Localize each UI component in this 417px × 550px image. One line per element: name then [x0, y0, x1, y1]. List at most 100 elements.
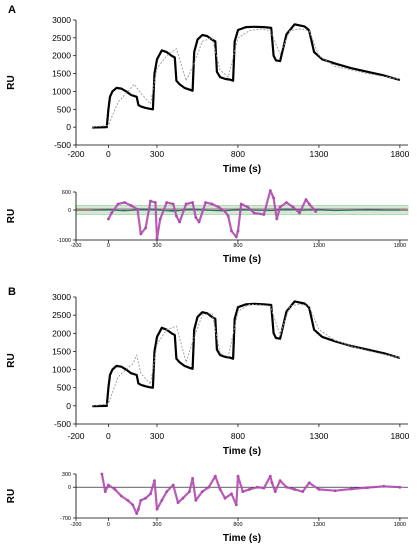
residual-point [139, 499, 143, 502]
residual-point [262, 213, 266, 216]
x-tick-label: 1300 [309, 431, 328, 441]
residual-point [160, 499, 164, 502]
x-tick-label: 1300 [309, 149, 328, 159]
y-axis-title: RU [6, 75, 17, 89]
y-tick-label: 3000 [52, 292, 71, 302]
residual-point [144, 226, 148, 230]
residual-point [178, 220, 182, 224]
residual-point [285, 485, 288, 489]
residual-point [298, 211, 301, 215]
residual-point [275, 217, 279, 221]
x-tick-label: 300 [150, 431, 164, 441]
panel-label-a: A [8, 4, 16, 16]
x-tick-label: 800 [233, 243, 242, 249]
residual-point [268, 474, 272, 478]
panel-a-residuals: -1000 0 600 -200 0 300 800 1300 1800 Time (s) RU [6, 189, 409, 265]
residual-point [210, 202, 214, 206]
residual-point [197, 220, 201, 224]
y-axis-title: RU [6, 489, 17, 503]
x-tick-label: 1800 [390, 431, 409, 441]
residual-point [307, 481, 311, 485]
y-tick-label: -1000 [57, 238, 71, 244]
y-tick-label: 0 [66, 122, 71, 132]
residual-point [230, 229, 233, 233]
x-tick-label: 0 [107, 243, 110, 249]
residual-point [194, 499, 198, 502]
x-axis-title: Time (s) [223, 254, 261, 265]
x-tick-label: -200 [67, 431, 84, 441]
y-axis-title: RU [6, 209, 17, 223]
residual-point [107, 483, 110, 487]
x-tick-label: -200 [67, 149, 84, 159]
residual-point [239, 202, 243, 206]
residual-point [149, 492, 152, 496]
y-tick-label: 1500 [52, 69, 71, 79]
sensorgram-fit-line [92, 303, 400, 407]
y-tick-label: 1000 [52, 86, 71, 96]
residual-point [241, 490, 245, 493]
x-tick-label: 1300 [313, 522, 325, 528]
residual-point [135, 512, 139, 515]
panel-a-sensorgram: -500 0 500 1000 1500 2000 2500 3000 -200 0 300 800 1… [6, 15, 410, 175]
residual-point [131, 503, 135, 507]
residual-point [204, 201, 208, 204]
y-tick-label: -700 [60, 516, 71, 522]
residual-point [223, 496, 227, 500]
residual-point [317, 488, 321, 491]
residual-point [149, 199, 152, 203]
residual-point [129, 204, 133, 207]
x-axis-title: Time (s) [223, 533, 261, 544]
residual-point [301, 490, 305, 493]
y-tick-label: 2500 [52, 33, 71, 43]
residual-point [126, 499, 130, 502]
residual-point [139, 232, 143, 236]
residual-point [188, 490, 191, 493]
y-tick-label: 2500 [52, 310, 71, 320]
y-tick-label: 0 [68, 485, 71, 491]
x-tick-label: 800 [233, 522, 242, 528]
residual-point [200, 490, 204, 493]
y-tick-label: 1500 [52, 346, 71, 356]
x-tick-label: 1800 [390, 149, 409, 159]
residual-point [272, 196, 275, 200]
residual-point [136, 208, 139, 211]
residual-point [236, 474, 240, 478]
residual-point [273, 490, 277, 493]
residual-point [153, 479, 156, 482]
x-tick-label: 0 [106, 149, 111, 159]
x-tick-label: 1300 [313, 243, 325, 249]
x-tick-label: 300 [152, 522, 161, 528]
residual-point [175, 214, 178, 218]
residual-point [252, 211, 256, 215]
residual-point [217, 205, 220, 209]
residual-point [270, 481, 274, 485]
residual-point [213, 474, 217, 478]
residual-point [158, 217, 162, 221]
residual-point [110, 211, 113, 215]
panel-b-sensorgram: -500 0 500 1000 1500 2000 2500 3000 -200 0 300 800 1… [6, 292, 410, 457]
x-tick-label: 1800 [394, 243, 406, 249]
residual-point [230, 492, 233, 496]
y-tick-label: 500 [57, 383, 71, 393]
residual-point [398, 485, 402, 489]
x-tick-label: 300 [150, 149, 164, 159]
residual-point [191, 201, 195, 204]
residual-point [246, 205, 250, 209]
sensorgram-data-line [92, 300, 401, 408]
residual-point [181, 496, 185, 500]
residual-point [119, 494, 123, 498]
x-tick-label: 800 [231, 149, 245, 159]
residual-point [247, 488, 251, 491]
residual-point [154, 201, 157, 204]
residual-point [234, 235, 238, 239]
residual-point [236, 229, 240, 233]
x-tick-label: 800 [231, 431, 245, 441]
residual-point [234, 503, 238, 507]
residual-point [191, 477, 195, 480]
residual-point [176, 501, 180, 504]
residual-point [100, 472, 104, 476]
residual-point [314, 210, 318, 213]
y-axis-title: RU [6, 353, 17, 367]
residual-point [218, 488, 222, 491]
y-tick-label: 1000 [52, 365, 71, 375]
